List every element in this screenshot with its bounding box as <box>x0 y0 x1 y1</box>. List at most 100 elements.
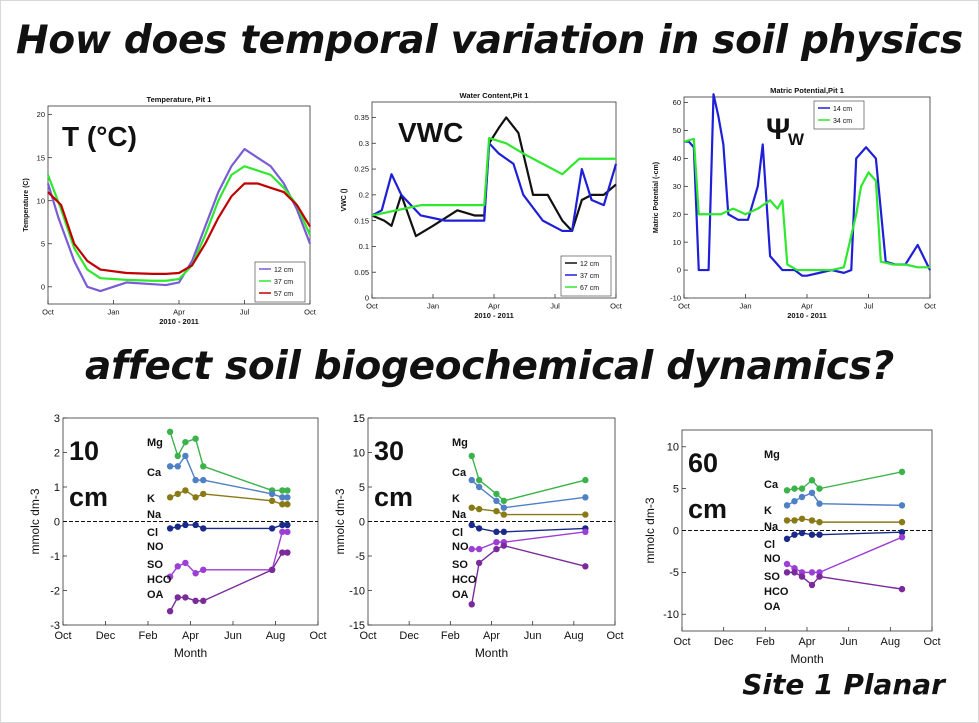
series-line-14-cm <box>684 93 931 277</box>
data-point <box>166 525 174 532</box>
chart-title: Temperature, Pit 1 <box>147 95 212 104</box>
data-point <box>284 549 291 556</box>
y-tick-label: -15 <box>349 620 365 632</box>
data-point <box>582 563 589 570</box>
x-tick-label: Aug <box>881 636 901 648</box>
x-tick-label: Jan <box>739 302 751 311</box>
data-point <box>500 542 508 549</box>
y-tick-label: 0 <box>673 525 679 537</box>
data-point <box>500 504 508 511</box>
data-point <box>475 545 483 553</box>
data-point <box>174 452 181 460</box>
data-point <box>192 597 199 605</box>
y-tick-label: -3 <box>50 620 60 632</box>
legend-label: 67 cm <box>580 285 599 292</box>
data-point <box>808 517 816 524</box>
data-point <box>468 545 475 553</box>
chart-ions-60cm: Oct Dec Feb Apr Jun Aug Oct -10 -5 0 5 10 Month mmolc… <box>643 429 941 666</box>
data-point <box>174 594 181 601</box>
y-tick-label: 10 <box>673 238 681 247</box>
x-tick-label: Oct <box>359 630 376 642</box>
data-point <box>279 549 286 556</box>
data-point <box>284 521 291 529</box>
data-point <box>182 438 189 446</box>
data-point <box>808 569 816 576</box>
y-tick-label: 5 <box>673 483 679 495</box>
x-tick-label: Oct <box>42 308 55 317</box>
series-line-12-cm <box>46 147 312 293</box>
data-point <box>798 485 806 492</box>
chart-ions-30cm: Oct Dec Feb Apr Jun Aug Oct-15-10-5051015Month… <box>333 413 624 660</box>
y-tick-label: 30 <box>673 182 681 191</box>
ion-label: NO <box>452 541 469 553</box>
x-tick-label: Oct <box>610 302 623 311</box>
x-tick-label: Feb <box>441 630 460 642</box>
y-tick-label: 40 <box>673 154 681 163</box>
data-point <box>200 566 207 573</box>
x-tick-label: Dec <box>399 630 419 642</box>
series-line-57-cm <box>47 182 311 275</box>
data-point <box>284 528 291 536</box>
chart-ions-10cm: Oct Dec Feb Apr Jun Aug Oct-3-2-10123Monthmmol… <box>28 413 327 660</box>
y-axis-label: VWC () <box>341 189 348 212</box>
data-point <box>791 497 798 505</box>
legend-label: 57 cm <box>274 291 293 298</box>
y-tick-label: 10 <box>37 196 45 205</box>
data-point <box>268 566 276 573</box>
ion-label: NO <box>147 541 164 553</box>
data-point <box>816 485 823 492</box>
chart-title: Water Content,Pit 1 <box>460 91 529 100</box>
x-tick-label: Jun <box>524 630 542 642</box>
y-tick-label: 0 <box>359 516 365 528</box>
ion-label: OA <box>147 589 164 601</box>
data-point <box>468 476 475 484</box>
ion-label: HCO <box>764 586 789 598</box>
data-point <box>174 490 181 498</box>
data-point <box>816 500 823 507</box>
y-tick-label: 10 <box>667 442 679 454</box>
data-point <box>174 523 181 530</box>
x-tick-label: Jan <box>107 308 119 317</box>
data-point <box>493 497 500 504</box>
ion-label: SO <box>147 559 163 571</box>
data-point <box>582 511 589 518</box>
x-tick-label: Jun <box>840 636 858 648</box>
y-tick-label: 0.1 <box>359 242 369 251</box>
depth-label-unit: cm <box>374 482 413 512</box>
data-point <box>898 468 906 476</box>
y-tick-label: 60 <box>673 98 681 107</box>
y-axis-label: Matric Potential (-cm) <box>653 162 660 233</box>
data-point <box>468 504 475 511</box>
data-point <box>898 518 906 526</box>
data-point <box>816 573 823 580</box>
y-tick-label: 0.35 <box>354 113 369 122</box>
overlay-subscript: W <box>788 130 805 149</box>
data-point <box>166 494 174 501</box>
x-tick-label: Feb <box>756 636 775 648</box>
ion-label: Ca <box>452 467 467 479</box>
y-tick-label: -10 <box>349 585 365 597</box>
data-point <box>192 435 199 442</box>
depth-label-value: 30 <box>374 436 404 466</box>
data-point <box>808 581 816 589</box>
x-axis-label: Month <box>475 646 508 660</box>
plot-frame <box>681 429 933 632</box>
data-point <box>582 476 589 484</box>
x-tick-label: Jul <box>240 308 250 317</box>
data-point <box>808 489 816 497</box>
data-point <box>182 559 189 567</box>
series-line-34-cm <box>683 137 930 272</box>
y-tick-label: 10 <box>353 447 365 459</box>
site-label: Site 1 Planar <box>742 668 945 701</box>
chart-water-content: Oct Jan Apr Jul Oct00.050.10.150.20.250.30.3… <box>341 91 623 320</box>
y-tick-label: 0 <box>365 294 369 303</box>
depth-label-unit: cm <box>688 494 727 524</box>
data-point <box>166 463 174 470</box>
y-tick-label: 20 <box>673 210 681 219</box>
data-point <box>268 490 276 498</box>
data-point <box>166 608 174 615</box>
data-point <box>279 494 286 501</box>
data-point <box>200 490 207 498</box>
data-point <box>783 487 791 494</box>
